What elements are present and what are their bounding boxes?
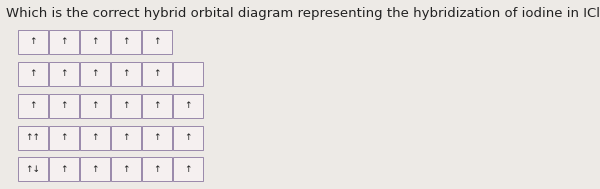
Bar	[80, 30, 110, 54]
Bar	[173, 157, 203, 181]
Bar	[173, 62, 203, 86]
Text: Which is the correct hybrid orbital diagram representing the hybridization of io: Which is the correct hybrid orbital diag…	[6, 8, 600, 20]
Text: ↑: ↑	[91, 37, 99, 46]
Bar	[142, 157, 172, 181]
Bar	[80, 126, 110, 150]
Text: ↑: ↑	[29, 101, 37, 111]
Text: ↑: ↑	[184, 164, 192, 174]
Text: ↑: ↑	[91, 164, 99, 174]
Bar	[18, 62, 48, 86]
Bar	[142, 94, 172, 118]
Bar	[49, 30, 79, 54]
Bar	[49, 157, 79, 181]
Text: ↑: ↑	[184, 101, 192, 111]
Text: ↑: ↑	[29, 37, 37, 46]
Bar	[18, 126, 48, 150]
Text: ↑↑: ↑↑	[25, 133, 41, 143]
Text: ↑: ↑	[122, 133, 130, 143]
Text: ↑↓: ↑↓	[25, 164, 41, 174]
Bar	[142, 62, 172, 86]
Text: ↑: ↑	[153, 37, 161, 46]
Bar	[142, 30, 172, 54]
Bar	[18, 157, 48, 181]
Bar	[49, 126, 79, 150]
Text: ↑: ↑	[60, 101, 68, 111]
Bar	[80, 62, 110, 86]
Text: ↑: ↑	[60, 70, 68, 78]
Text: ↑: ↑	[184, 133, 192, 143]
Bar	[111, 126, 141, 150]
Bar	[173, 126, 203, 150]
Text: ↑: ↑	[60, 164, 68, 174]
Text: ↑: ↑	[122, 70, 130, 78]
Text: ↑: ↑	[122, 37, 130, 46]
Text: ↑: ↑	[91, 70, 99, 78]
Bar	[49, 94, 79, 118]
Text: ↑: ↑	[153, 70, 161, 78]
Text: ↑: ↑	[153, 164, 161, 174]
Text: ↑: ↑	[60, 37, 68, 46]
Text: ↑: ↑	[91, 133, 99, 143]
Bar	[80, 94, 110, 118]
Text: ↑: ↑	[122, 164, 130, 174]
Bar	[111, 30, 141, 54]
Bar	[18, 94, 48, 118]
Bar	[111, 157, 141, 181]
Bar	[49, 62, 79, 86]
Text: ↑: ↑	[91, 101, 99, 111]
Bar	[142, 126, 172, 150]
Bar	[111, 94, 141, 118]
Text: ↑: ↑	[153, 101, 161, 111]
Text: ↑: ↑	[60, 133, 68, 143]
Text: ↑: ↑	[29, 70, 37, 78]
Bar	[173, 94, 203, 118]
Bar	[111, 62, 141, 86]
Bar	[80, 157, 110, 181]
Text: ↑: ↑	[122, 101, 130, 111]
Text: ↑: ↑	[153, 133, 161, 143]
Bar	[18, 30, 48, 54]
